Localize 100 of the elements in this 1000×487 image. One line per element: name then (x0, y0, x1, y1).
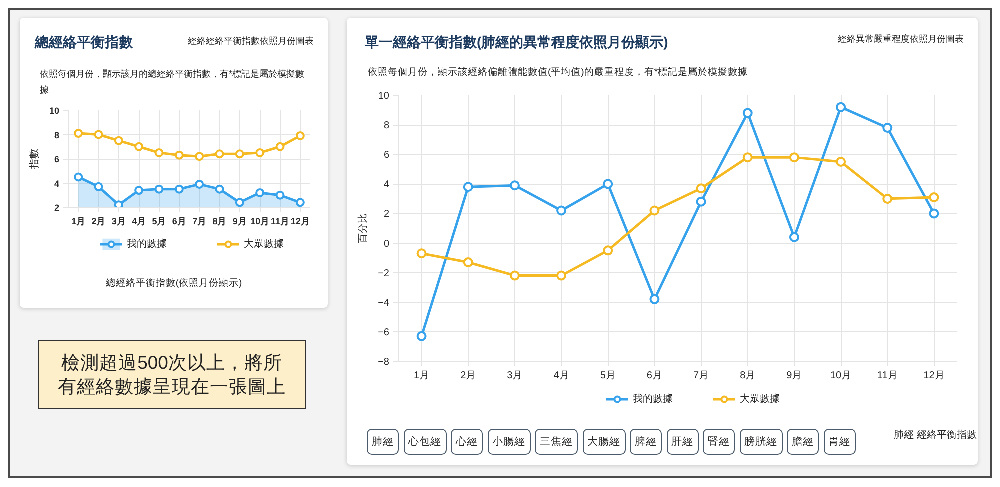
x-tick-label: 12月 (924, 370, 945, 382)
point (556, 206, 567, 216)
point (696, 196, 706, 207)
point (650, 294, 660, 304)
y-tick-label: 10 (49, 106, 60, 116)
y-tick-label: 8 (384, 120, 390, 132)
point (416, 331, 427, 342)
text: 脾經 (630, 429, 662, 455)
chart-title: 總經絡平衡指數 (34, 33, 134, 52)
point (463, 182, 474, 192)
point (836, 102, 846, 112)
x-tick-label: 7月 (192, 216, 207, 226)
point (276, 190, 285, 200)
y-tick-label: −2 (378, 268, 390, 280)
text: 總經絡平衡指數(依照月份顯示) (104, 277, 244, 291)
text: 胃經 (824, 429, 856, 455)
point (742, 108, 753, 118)
point (882, 194, 893, 204)
legend-label: 大眾數據 (244, 238, 284, 251)
y-tick-label: 4 (54, 178, 60, 189)
text: 膽經 (787, 429, 819, 455)
x-tick-label: 10月 (250, 216, 270, 226)
point (74, 129, 84, 138)
point (510, 270, 520, 281)
point (235, 150, 244, 159)
text: 大腸經 (582, 429, 626, 455)
x-tick-label: 5月 (600, 370, 616, 382)
chart-subtitle: 依照每個月份，顯示該月的總經絡平衡指數，有*標記是屬於模擬數據 (39, 68, 306, 97)
x-tick-label: 2月 (460, 370, 476, 382)
x-tick-label: 6月 (646, 370, 662, 382)
y-axis-title: 百分比 (357, 214, 370, 244)
legend-label: 我的數據 (633, 392, 673, 406)
x-tick-label: 6月 (172, 216, 186, 226)
point (556, 270, 567, 281)
text: 肝經 (666, 429, 698, 455)
chart-subtitle: 依照每個月份，顯示該經絡偏離體能數值(平均值)的嚴重程度，有*標記是屬於模擬數據 (367, 66, 750, 80)
x-tick-label: 3月 (112, 216, 126, 226)
point (256, 188, 265, 198)
point (215, 184, 224, 194)
point (195, 180, 204, 189)
legend-label: 大眾數據 (740, 392, 780, 406)
y-tick-label: 0 (384, 238, 390, 250)
text: 膀胱經 (740, 429, 782, 455)
text: 經絡異常嚴重程度依照月份圖表 (837, 33, 965, 46)
point (603, 246, 614, 256)
y-axis-title: 指數 (28, 149, 40, 170)
x-tick-label: 2月 (92, 216, 106, 226)
point (929, 208, 940, 219)
y-tick-label: 2 (54, 203, 60, 213)
text: 小腸經 (488, 429, 530, 455)
chart-title: 單一經絡平衡指數(肺經的異常程度依照月份顯示) (364, 33, 670, 52)
x-tick-label: 11月 (270, 216, 290, 226)
point (235, 198, 244, 208)
point (215, 150, 224, 159)
x-tick-label: 9月 (786, 370, 802, 382)
y-tick-label: 4 (384, 180, 390, 191)
x-tick-label: 3月 (507, 370, 523, 382)
text: 心包經 (404, 429, 446, 455)
text: 三焦經 (535, 429, 578, 455)
point (882, 123, 893, 134)
text: 肺經 (367, 429, 399, 455)
text: 心經 (451, 429, 483, 455)
x-tick-label: 4月 (554, 370, 570, 382)
point (789, 152, 800, 163)
x-tick-label: 8月 (212, 216, 227, 226)
y-tick-label: 8 (54, 130, 60, 140)
y-tick-label: 2 (384, 209, 390, 220)
y-tick-label: 6 (54, 154, 60, 164)
y-tick-label: −6 (378, 327, 390, 338)
point (74, 172, 84, 182)
point (134, 186, 144, 196)
x-tick-label: 10月 (830, 370, 852, 382)
point (114, 136, 124, 146)
point (174, 150, 184, 160)
x-tick-label: 1月 (414, 370, 430, 382)
y-tick-label: 10 (378, 91, 390, 102)
point (114, 200, 124, 208)
point (94, 130, 104, 140)
legend-label: 我的數據 (127, 238, 167, 251)
point (195, 152, 204, 162)
point (134, 142, 144, 152)
point (742, 152, 753, 163)
point (836, 157, 846, 167)
point (154, 148, 164, 158)
text: 肺經 經絡平衡指數 (894, 429, 977, 443)
point (789, 232, 800, 242)
x-tick-label: 1月 (72, 216, 86, 226)
x-tick-label: 11月 (877, 370, 898, 382)
point (463, 257, 474, 268)
x-tick-label: 12月 (290, 216, 310, 226)
point (296, 198, 305, 208)
point (510, 180, 520, 191)
x-tick-label: 7月 (694, 370, 710, 382)
text: 經絡經絡平衡指數依照月份圖表 (187, 35, 315, 48)
point (174, 184, 184, 194)
x-tick-label: 5月 (152, 216, 166, 226)
text: 腎經 (703, 429, 735, 455)
point (276, 142, 285, 152)
y-tick-label: −8 (378, 357, 390, 368)
x-tick-label: 8月 (740, 370, 756, 382)
